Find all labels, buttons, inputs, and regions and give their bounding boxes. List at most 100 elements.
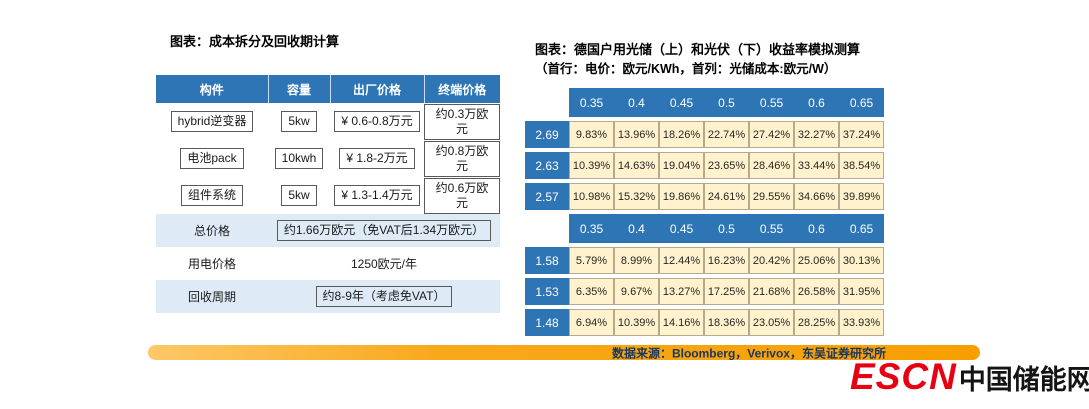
value-box: 5kw <box>281 111 317 132</box>
matrix-value-cell: 17.25% <box>704 278 749 305</box>
table-row: hybrid逆变器 5kw ¥ 0.6-0.8万元 约0.3万欧元 <box>156 103 500 140</box>
matrix-value-cell: 23.65% <box>704 152 749 179</box>
table-row: 总价格 约1.66万欧元（免VAT后1.34万欧元） <box>156 214 500 247</box>
terminal-price-cell: 约0.3万欧元 <box>424 103 500 140</box>
summary-value: 约1.66万欧元（免VAT后1.34万欧元） <box>268 214 500 247</box>
value-box: 约8-9年（考虑免VAT） <box>315 286 453 307</box>
matrix-value-cell: 20.42% <box>749 247 794 274</box>
matrix-col-header: 0.35 <box>569 88 614 117</box>
value-box: 电池pack <box>180 148 244 169</box>
summary-label: 总价格 <box>156 214 268 247</box>
matrix-value-cell: 28.25% <box>794 309 839 336</box>
matrix-value-cell: 19.04% <box>659 152 704 179</box>
escn-logo: ESCN中国储能网 <box>850 356 1089 398</box>
matrix-row: 1.53 6.35% 9.67% 13.27% 17.25% 21.68% 26… <box>525 278 884 305</box>
matrix-value-cell: 22.74% <box>704 121 749 148</box>
matrix-row: 1.48 6.94% 10.39% 14.16% 18.36% 23.05% 2… <box>525 309 884 336</box>
matrix-value-cell: 5.79% <box>569 247 614 274</box>
matrix-value-cell: 9.67% <box>614 278 659 305</box>
matrix-row-label: 2.69 <box>525 121 569 148</box>
matrix-value-cell: 29.55% <box>749 183 794 210</box>
value-box: 约0.6万欧元 <box>424 177 500 214</box>
matrix-value-cell: 6.94% <box>569 309 614 336</box>
summary-value: 约8-9年（考虑免VAT） <box>268 280 500 313</box>
matrix-col-header: 0.6 <box>794 214 839 243</box>
matrix-col-header: 0.4 <box>614 88 659 117</box>
factory-price-cell: ¥ 0.6-0.8万元 <box>330 103 424 140</box>
matrix-row-label: 1.48 <box>525 309 569 336</box>
matrix-value-cell: 24.61% <box>704 183 749 210</box>
right-figure-subtitle: （首行：电价：欧元/KWh，首列：光储成本:欧元/W） <box>535 62 837 76</box>
summary-label: 用电价格 <box>187 257 236 271</box>
matrix-value-cell: 37.24% <box>839 121 884 148</box>
matrix-value-cell: 32.27% <box>794 121 839 148</box>
value-box: 5kw <box>281 185 317 206</box>
matrix-value-cell: 19.86% <box>659 183 704 210</box>
capacity-cell: 5kw <box>268 103 330 140</box>
matrix-value-cell: 28.46% <box>749 152 794 179</box>
matrix-value-cell: 8.99% <box>614 247 659 274</box>
matrix-value-cell: 26.58% <box>794 278 839 305</box>
header-cell: 构件 <box>156 75 268 103</box>
matrix-value-cell: 10.98% <box>569 183 614 210</box>
matrix-col-header: 0.45 <box>659 88 704 117</box>
matrix-value-cell: 18.26% <box>659 121 704 148</box>
terminal-price-cell: 约0.6万欧元 <box>424 177 500 214</box>
footer-accent-bar: 数据来源：Bloomberg，Verivox，东吴证券研究所 <box>148 345 980 360</box>
matrix-col-header: 0.55 <box>749 214 794 243</box>
matrix-col-header: 0.4 <box>614 214 659 243</box>
matrix-corner <box>525 214 569 243</box>
value-box: ¥ 0.6-0.8万元 <box>334 111 420 132</box>
header-cell: 终端价格 <box>423 75 500 103</box>
matrix-value-cell: 23.05% <box>749 309 794 336</box>
escn-logo-latin: ESCN <box>850 356 957 397</box>
value-box: hybrid逆变器 <box>170 111 254 132</box>
matrix-value-cell: 31.95% <box>839 278 884 305</box>
matrix-header-row: 0.35 0.4 0.45 0.5 0.55 0.6 0.65 <box>525 88 884 117</box>
matrix-header-row: 0.35 0.4 0.45 0.5 0.55 0.6 0.65 <box>525 214 884 243</box>
matrix-col-header: 0.55 <box>749 88 794 117</box>
matrix-value-cell: 12.44% <box>659 247 704 274</box>
matrix-value-cell: 14.63% <box>614 152 659 179</box>
matrix-value-cell: 21.68% <box>749 278 794 305</box>
matrix-value-cell: 27.42% <box>749 121 794 148</box>
escn-logo-chinese: 中国储能网 <box>958 365 1089 395</box>
yield-matrix-pv: 0.35 0.4 0.45 0.5 0.55 0.6 0.65 1.58 5.7… <box>525 210 884 340</box>
data-source-text: 数据来源：Bloomberg，Verivox，东吴证券研究所 <box>611 346 886 360</box>
table-row: 回收周期 约8-9年（考虑免VAT） <box>156 280 500 313</box>
matrix-row: 2.57 10.98% 15.32% 19.86% 24.61% 29.55% … <box>525 183 884 210</box>
matrix-value-cell: 30.13% <box>839 247 884 274</box>
terminal-price-cell: 约0.8万欧元 <box>424 140 500 177</box>
component-cell: 电池pack <box>156 140 268 177</box>
matrix-col-header: 0.65 <box>839 214 884 243</box>
matrix-value-cell: 13.96% <box>614 121 659 148</box>
matrix-value-cell: 39.89% <box>839 183 884 210</box>
matrix-col-header: 0.35 <box>569 214 614 243</box>
table-row: 电池pack 10kwh ¥ 1.8-2万元 约0.8万欧元 <box>156 140 500 177</box>
matrix-value-cell: 9.83% <box>569 121 614 148</box>
value-box: 10kwh <box>274 148 324 169</box>
matrix-value-cell: 25.06% <box>794 247 839 274</box>
capacity-cell: 10kwh <box>268 140 330 177</box>
matrix-corner <box>525 88 569 117</box>
matrix-value-cell: 38.54% <box>839 152 884 179</box>
matrix-row: 2.63 10.39% 14.63% 19.04% 23.65% 28.46% … <box>525 152 884 179</box>
capacity-cell: 5kw <box>268 177 330 214</box>
matrix-col-header: 0.65 <box>839 88 884 117</box>
factory-price-cell: ¥ 1.8-2万元 <box>330 140 424 177</box>
matrix-value-cell: 33.44% <box>794 152 839 179</box>
matrix-value-cell: 10.39% <box>569 152 614 179</box>
matrix-value-cell: 18.36% <box>704 309 749 336</box>
matrix-row-label: 1.58 <box>525 247 569 274</box>
value-box: 约0.8万欧元 <box>424 140 500 177</box>
component-cell: 组件系统 <box>156 177 268 214</box>
factory-price-cell: ¥ 1.3-1.4万元 <box>330 177 424 214</box>
summary-label: 回收周期 <box>156 280 268 313</box>
matrix-value-cell: 16.23% <box>704 247 749 274</box>
matrix-value-cell: 10.39% <box>614 309 659 336</box>
value-box: 约1.66万欧元（免VAT后1.34万欧元） <box>276 220 492 241</box>
matrix-value-cell: 13.27% <box>659 278 704 305</box>
value-box: 组件系统 <box>180 185 243 206</box>
matrix-value-cell: 6.35% <box>569 278 614 305</box>
